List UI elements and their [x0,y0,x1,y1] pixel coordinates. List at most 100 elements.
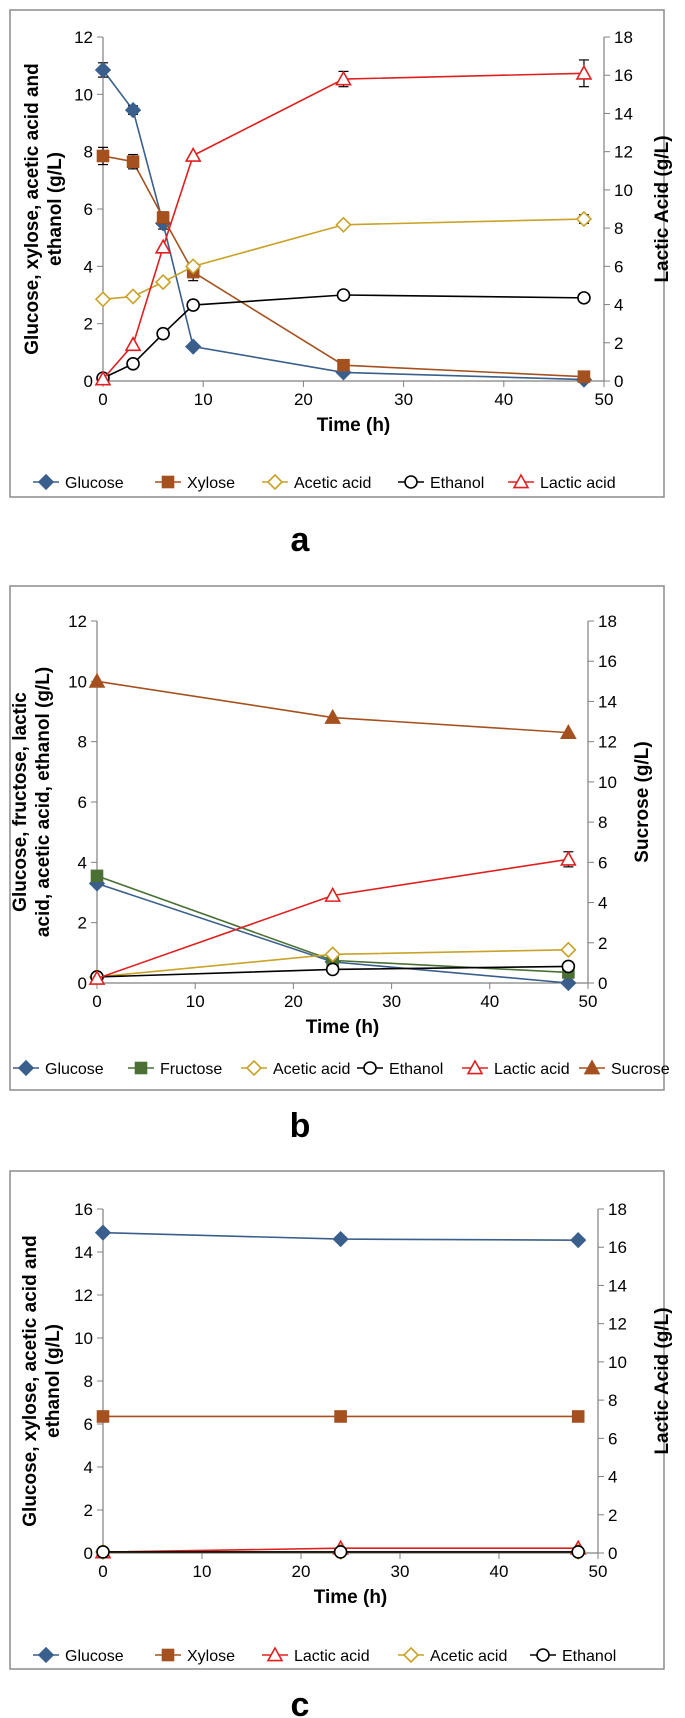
panel-letter-b: b [290,1107,311,1145]
legend-label-lactic-acid-c: Lactic acid [294,1648,370,1665]
y-left-tick-label-b: 0 [78,974,87,993]
legend-label-lactic-acid-a: Lactic acid [540,475,616,492]
chart-panel-b: 0 10 20 30 40 50024681012024681012141618Time … [9,585,670,1145]
data-point-ethanol-a [156,326,170,341]
legend-marker-lactic-acid-a [512,473,530,489]
x-tick-label-c: 0 [98,1562,107,1581]
y-left-tick-label-a: 2 [84,315,93,334]
y-right-tick-label-b: 2 [598,934,607,953]
x-tick-label-a: 10 [194,390,213,409]
y-axis-title-left-line-c: Glucose, xylose, acetic acid and [20,1235,41,1526]
legend-label-ethanol-b: Ethanol [389,1061,443,1078]
y-left-tick-label-c: 10 [74,1329,93,1348]
y-right-tick-label-c: 10 [608,1353,627,1372]
legend-marker-ethanol-c [536,1648,550,1662]
data-point-lactic-acid-a [184,146,202,162]
legend-marker-acetic-acid-c [402,1646,420,1664]
y-right-tick-label-b: 4 [598,894,607,913]
legend-marker-xylose-c [161,1648,175,1662]
y-left-tick-label-c: 16 [74,1200,93,1219]
y-axis-title-left-line-b: Glucose, fructose, lactic [10,692,31,912]
x-tick-label-a: 20 [294,390,313,409]
y-right-tick-label-a: 10 [614,181,633,200]
y-left-tick-label-c: 4 [84,1458,93,1477]
y-left-tick-label-b: 12 [68,612,87,631]
legend-marker-lactic-acid-c [266,1646,284,1662]
y-right-tick-label-b: 18 [598,612,617,631]
data-point-xylose-a [577,370,591,384]
data-point-lactic-acid-a [575,64,593,80]
data-point-acetic-acid-a [94,291,112,308]
x-tick-label-b: 40 [480,992,499,1011]
data-point-ethanol-c [571,1545,586,1559]
y-right-tick-label-a: 16 [614,66,633,85]
data-point-ethanol-c [333,1545,348,1559]
data-point-acetic-acid-b [560,941,577,958]
legend-label-acetic-acid-b: Acetic acid [273,1061,350,1078]
y-left-tick-label-c: 2 [84,1501,93,1520]
x-tick-label-b: 50 [579,992,598,1011]
data-point-lactic-acid-b [88,969,106,985]
y-left-tick-label-b: 6 [78,793,87,812]
y-right-tick-label-c: 12 [608,1315,627,1334]
legend-label-sucrose-b: Sucrose [611,1061,670,1078]
x-tick-label-a: 30 [394,390,413,409]
panel-letter-c: c [291,1686,310,1718]
y-right-tick-label-b: 8 [598,813,607,832]
y-left-tick-label-b: 10 [68,672,87,691]
y-right-tick-label-c: 2 [608,1506,617,1525]
legend-marker-fructose-b [134,1061,148,1075]
data-point-acetic-acid-a [154,273,172,291]
legend-a: Glucose Xylose Acetic acid Ethanol Lactic ac… [33,473,616,492]
y-right-tick-label-a: 14 [614,104,633,123]
x-tick-label-b: 10 [186,992,205,1011]
legend-marker-sucrose-b [583,1059,601,1075]
data-point-xylose-c [96,1410,110,1423]
y-right-tick-label-a: 0 [614,372,623,391]
y-right-tick-label-b: 14 [598,692,617,711]
data-point-xylose-c [571,1410,585,1423]
data-point-fructose-b [90,869,104,883]
y-right-tick-label-c: 16 [608,1238,627,1257]
chart-frame-b [9,585,665,1091]
y-left-tick-label-a: 4 [84,257,93,276]
data-point-ethanol-a [186,298,200,312]
legend-marker-xylose-a [161,475,175,489]
data-point-glucose-c [94,1224,112,1241]
legend-marker-ethanol-a [404,475,418,489]
legend-marker-glucose-b [17,1059,35,1077]
x-tick-label-c: 30 [391,1562,410,1581]
y-left-tick-label-c: 6 [84,1415,93,1434]
legend-label-ethanol-c: Ethanol [562,1648,616,1665]
data-point-glucose-b [560,974,577,992]
data-point-xylose-a [96,149,110,163]
data-point-sucrose-b [560,723,577,740]
y-right-tick-label-c: 4 [608,1468,617,1487]
y-axis-title-right-b: Sucrose (g/L) [632,741,653,862]
series-line-glucose-a [102,69,584,381]
data-point-xylose-a [156,211,170,224]
y-left-tick-label-b: 8 [78,733,87,752]
data-point-lactic-acid-b [324,886,342,902]
legend-marker-acetic-acid-b [245,1059,263,1077]
y-axis-title-left-a: Glucose, xylose, acetic acid and ethanol … [22,63,66,354]
y-left-tick-label-a: 0 [84,372,93,391]
y-left-tick-label-b: 2 [78,914,87,933]
legend-label-xylose-a: Xylose [187,475,235,492]
y-right-tick-label-c: 0 [608,1544,617,1563]
legend-label-acetic-acid-a: Acetic acid [294,475,371,492]
x-tick-label-b: 30 [382,992,401,1011]
legend-marker-lactic-acid-b [466,1059,484,1075]
y-left-tick-label-a: 8 [84,143,93,162]
legend-label-glucose-b: Glucose [45,1061,104,1078]
data-point-lactic-acid-a [154,238,172,254]
y-left-tick-label-a: 6 [84,200,93,219]
data-point-glucose-a [185,338,202,355]
x-tick-label-c: 50 [589,1562,608,1581]
y-right-tick-label-c: 6 [608,1429,617,1448]
y-right-tick-label-c: 8 [608,1391,617,1410]
data-point-ethanol-c [96,1545,110,1559]
y-axis-title-left-line-a: ethanol (g/L) [45,152,66,266]
chart-panel-c: 0 10 20 30 40 500246810121416024681012141618T… [9,1170,673,1718]
